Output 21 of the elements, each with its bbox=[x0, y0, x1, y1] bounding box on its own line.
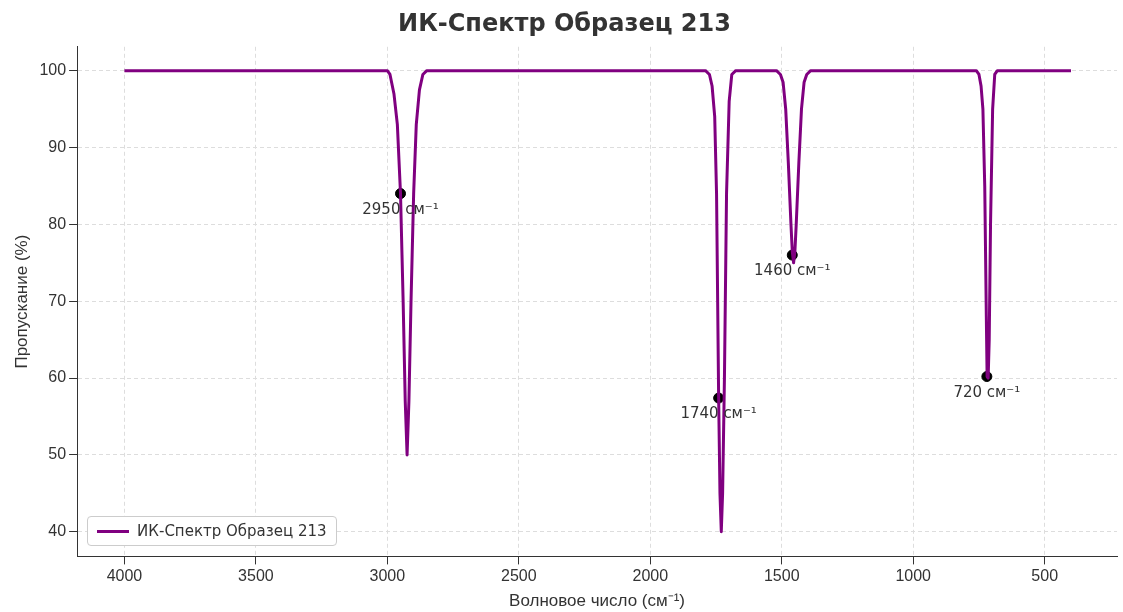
y-tick-label: 70 bbox=[48, 291, 67, 309]
y-tick-label: 40 bbox=[48, 522, 67, 540]
x-tick-label: 2500 bbox=[501, 567, 537, 585]
chart-title: ИК-Спектр Образец 213 bbox=[398, 8, 731, 37]
annotation: 1460 см⁻¹ bbox=[754, 261, 831, 280]
y-tick-label: 100 bbox=[39, 61, 67, 79]
y-tick-label: 50 bbox=[48, 445, 67, 463]
x-tick-label: 500 bbox=[1031, 567, 1059, 585]
x-tick-label: 3000 bbox=[369, 567, 406, 585]
annotation: 720 см⁻¹ bbox=[953, 382, 1021, 401]
y-axis-title: Пропускание (%) bbox=[11, 234, 31, 369]
x-axis-title: Волновое число (см⁻¹) bbox=[509, 591, 686, 611]
legend-label: ИК-Спектр Образец 213 bbox=[137, 522, 327, 541]
y-tick-label: 90 bbox=[48, 137, 67, 155]
y-tick-label: 80 bbox=[48, 214, 67, 232]
x-tick-label: 1500 bbox=[763, 567, 800, 585]
x-tick-label: 3500 bbox=[238, 567, 274, 585]
x-tick-label: 2000 bbox=[632, 567, 669, 585]
x-tick-label: 4000 bbox=[106, 567, 143, 585]
y-tick-label: 60 bbox=[48, 368, 67, 386]
x-tick-label: 1000 bbox=[895, 567, 932, 585]
